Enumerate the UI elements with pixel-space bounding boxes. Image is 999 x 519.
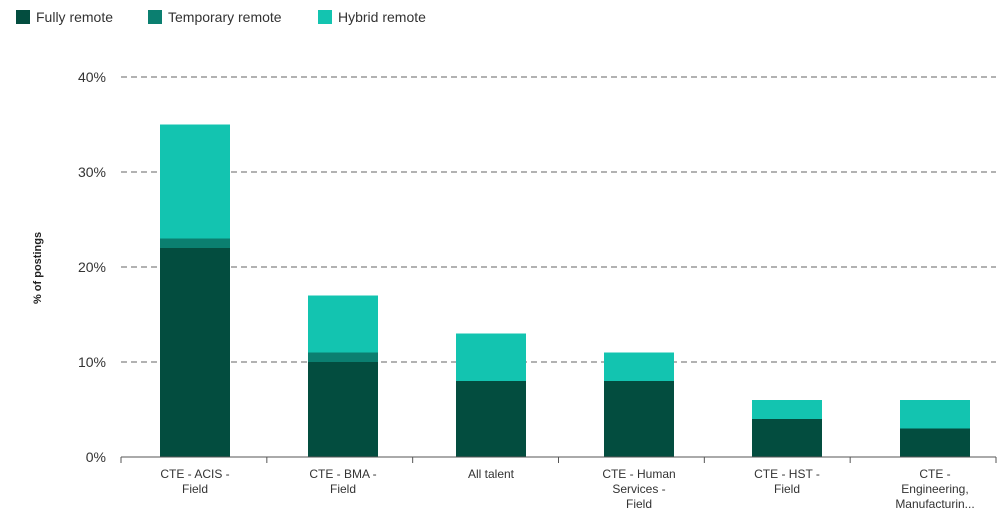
x-category-label-5: CTE -Engineering, Manufacturin... — [895, 467, 974, 511]
y-tick-label-0: 0% — [86, 449, 106, 465]
x-category-label-line: All talent — [468, 467, 515, 481]
bar-4-series-2 — [752, 400, 822, 419]
x-category-label-4: CTE - HST -Field — [754, 467, 820, 496]
x-category-label-line: CTE - Human — [602, 467, 675, 481]
bar-2-series-2 — [456, 333, 526, 381]
gridlines — [121, 76, 996, 363]
bar-1-series-0 — [308, 362, 378, 457]
legend-label-1: Temporary remote — [168, 9, 282, 25]
x-category-label-0: CTE - ACIS -Field — [160, 467, 229, 496]
x-category-label-line: CTE - — [919, 467, 950, 481]
legend-label-2: Hybrid remote — [338, 9, 426, 25]
y-tick-label-4: 40% — [78, 69, 106, 85]
y-axis-label: % of postings — [32, 232, 44, 304]
legend-label-0: Fully remote — [36, 9, 113, 25]
x-category-label-line: CTE - ACIS - — [160, 467, 229, 481]
x-axis-ticks — [120, 457, 997, 463]
x-category-label-line: CTE - HST - — [754, 467, 820, 481]
bar-1-series-1 — [308, 352, 378, 362]
x-category-label-line: Field — [182, 482, 208, 496]
bar-0-series-1 — [160, 238, 230, 248]
y-tick-label-2: 20% — [78, 259, 106, 275]
y-tick-label-1: 10% — [78, 354, 106, 370]
bar-0-series-2 — [160, 124, 230, 239]
x-category-label-line: Field — [330, 482, 356, 496]
legend-swatch-0 — [16, 10, 30, 24]
bar-1-series-2 — [308, 295, 378, 353]
bar-2-series-0 — [456, 381, 526, 457]
bar-0-series-0 — [160, 248, 230, 457]
bar-5-series-2 — [900, 400, 970, 429]
bar-4-series-0 — [752, 419, 822, 457]
bar-3-series-2 — [604, 352, 674, 381]
y-axis-ticks: 0% 10% 20% 30% 40% — [78, 69, 106, 465]
x-category-label-line: Field — [774, 482, 800, 496]
legend-swatch-1 — [148, 10, 162, 24]
x-category-label-line: Field — [626, 497, 652, 511]
x-category-label-line: Services - — [612, 482, 665, 496]
y-tick-label-3: 30% — [78, 164, 106, 180]
x-category-label-3: CTE - Human Services -Field — [602, 467, 675, 511]
x-category-label-line: CTE - BMA - — [309, 467, 376, 481]
legend-swatch-2 — [318, 10, 332, 24]
legend: Fully remote Temporary remote Hybrid remot… — [16, 9, 426, 25]
bar-3-series-0 — [604, 381, 674, 457]
x-category-label-2: All talent — [468, 467, 515, 481]
x-category-label-1: CTE - BMA -Field — [309, 467, 376, 496]
x-category-label-line: Engineering, — [901, 482, 968, 496]
bar-5-series-0 — [900, 428, 970, 457]
x-category-label-line: Manufacturin... — [895, 497, 974, 511]
bars — [160, 124, 970, 457]
